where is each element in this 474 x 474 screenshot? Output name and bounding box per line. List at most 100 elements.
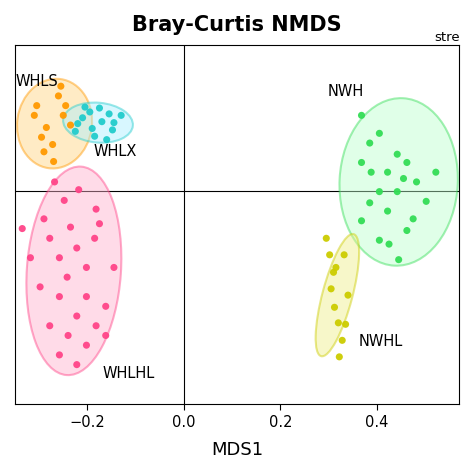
Point [43, 124, 50, 131]
Point [384, 207, 392, 215]
Point [98, 118, 106, 126]
Point [55, 293, 63, 301]
Point [335, 319, 342, 327]
Point [64, 273, 71, 281]
Point [86, 108, 93, 116]
Point [328, 285, 335, 292]
Point [384, 168, 392, 176]
Point [73, 312, 81, 320]
Point [326, 251, 333, 259]
Point [67, 223, 74, 231]
Point [358, 217, 365, 225]
Point [81, 103, 89, 111]
Point [40, 148, 48, 155]
Point [400, 175, 407, 182]
Point [40, 215, 48, 223]
Point [82, 264, 90, 271]
Point [27, 254, 34, 262]
Point [109, 126, 116, 134]
Point [410, 215, 417, 223]
Point [344, 292, 352, 299]
Point [110, 264, 118, 271]
Point [49, 141, 56, 148]
Point [92, 205, 100, 213]
Point [422, 198, 430, 205]
Point [338, 337, 346, 344]
Text: WHLS: WHLS [16, 74, 59, 89]
Ellipse shape [316, 234, 359, 356]
Point [82, 341, 90, 349]
Ellipse shape [17, 79, 92, 168]
Point [36, 283, 44, 291]
Point [332, 264, 340, 271]
Point [91, 132, 99, 140]
Point [358, 111, 365, 119]
Point [432, 168, 439, 176]
Point [30, 111, 38, 119]
Point [57, 82, 64, 90]
Point [342, 320, 349, 328]
Point [79, 114, 86, 121]
Point [375, 188, 383, 195]
Point [33, 102, 40, 109]
Point [72, 128, 79, 135]
Point [366, 199, 374, 207]
Point [60, 197, 68, 204]
Point [73, 361, 81, 368]
Point [118, 111, 125, 119]
Point [50, 158, 57, 165]
Ellipse shape [63, 102, 133, 143]
Point [393, 188, 401, 195]
Point [105, 110, 113, 118]
Point [322, 235, 330, 242]
Point [62, 102, 70, 109]
X-axis label: MDS1: MDS1 [211, 441, 263, 459]
Text: NWH: NWH [328, 84, 364, 99]
Point [403, 227, 410, 234]
Point [96, 104, 103, 112]
Point [67, 121, 74, 129]
Title: Bray-Curtis NMDS: Bray-Curtis NMDS [132, 15, 342, 35]
Ellipse shape [339, 98, 458, 266]
Point [367, 168, 375, 176]
Point [51, 178, 58, 186]
Point [92, 322, 100, 329]
Point [330, 268, 337, 276]
Point [375, 129, 383, 137]
Point [73, 244, 81, 252]
Point [403, 159, 410, 166]
Text: WHLHL: WHLHL [103, 366, 155, 381]
Point [46, 322, 54, 329]
Point [64, 332, 72, 339]
Point [358, 159, 365, 166]
Point [74, 120, 82, 128]
Point [336, 353, 343, 361]
Point [331, 303, 338, 311]
Point [102, 302, 109, 310]
Point [55, 351, 63, 359]
Point [395, 256, 402, 264]
Point [366, 139, 374, 147]
Ellipse shape [27, 166, 121, 375]
Point [385, 240, 393, 248]
Point [89, 125, 96, 132]
Point [82, 293, 90, 301]
Point [340, 251, 348, 259]
Point [110, 119, 118, 127]
Text: NWHL: NWHL [359, 334, 403, 349]
Point [38, 133, 46, 141]
Point [18, 225, 26, 232]
Text: stre: stre [434, 31, 460, 44]
Point [55, 254, 63, 262]
Point [393, 150, 401, 158]
Point [96, 220, 103, 228]
Point [91, 235, 99, 242]
Text: WHLX: WHLX [93, 144, 137, 159]
Point [59, 111, 67, 119]
Point [413, 178, 420, 186]
Point [46, 235, 54, 242]
Point [55, 92, 62, 100]
Point [75, 186, 82, 193]
Point [375, 237, 383, 244]
Point [102, 332, 109, 339]
